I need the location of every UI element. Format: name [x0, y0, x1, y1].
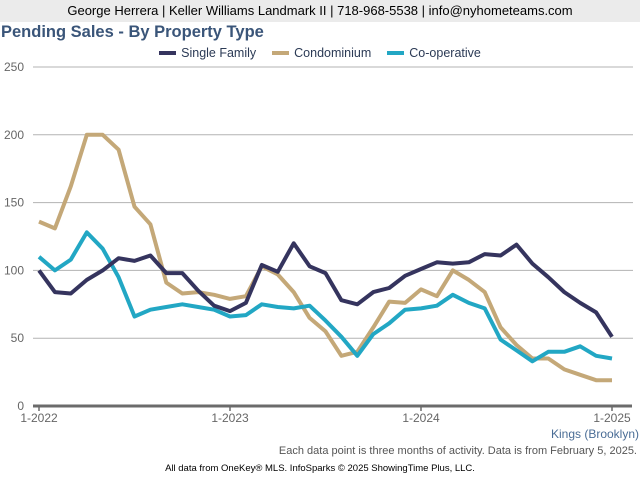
- legend-swatch-condominium: [272, 51, 290, 55]
- series-line-condominium[interactable]: [38, 132, 612, 383]
- region-label: Kings (Brooklyn): [550, 427, 639, 441]
- y-tick-label: 50: [11, 331, 25, 345]
- x-tick-label: 1-2023: [211, 411, 249, 425]
- contact-line: George Herrera | Keller Williams Landmar…: [67, 3, 573, 18]
- legend-label: Co-operative: [409, 46, 481, 60]
- x-tick-label: 1-2025: [593, 411, 631, 425]
- gridlines: [33, 66, 633, 339]
- x-axis: 1-2022 1-2023 1-2024 1-2025: [20, 404, 632, 425]
- series-line-co-operative[interactable]: [37, 230, 613, 364]
- chart-legend: Single Family Condominium Co-operative: [0, 45, 640, 61]
- y-axis-ticks: 0 50 100 150 200 250: [4, 60, 24, 413]
- chart-background: [0, 22, 640, 442]
- contact-header: George Herrera | Keller Williams Landmar…: [0, 0, 640, 22]
- y-tick-label: 100: [4, 263, 24, 277]
- chart-footnote: Each data point is three months of activ…: [278, 445, 637, 457]
- data-source-footer: All data from OneKey® MLS. InfoSparks © …: [165, 463, 475, 474]
- x-tick-label: 1-2024: [402, 411, 440, 425]
- legend-label: Condominium: [294, 46, 372, 60]
- legend-swatch-single-family: [159, 51, 177, 55]
- series-line-single-family[interactable]: [37, 241, 614, 338]
- legend-label: Single Family: [181, 46, 257, 60]
- y-tick-label: 200: [4, 128, 24, 142]
- legend-item-condominium[interactable]: Condominium: [272, 45, 371, 61]
- series-lines: [37, 132, 614, 383]
- legend-item-single-family[interactable]: Single Family: [159, 45, 256, 61]
- y-tick-label: 150: [4, 196, 24, 210]
- y-tick-label: 250: [4, 60, 24, 74]
- legend-item-co-operative[interactable]: Co-operative: [387, 45, 481, 61]
- y-tick-label: 0: [17, 399, 24, 413]
- legend-swatch-co-operative: [387, 51, 405, 55]
- x-tick-label: 1-2022: [20, 411, 58, 425]
- chart-title: Pending Sales - By Property Type: [1, 23, 264, 41]
